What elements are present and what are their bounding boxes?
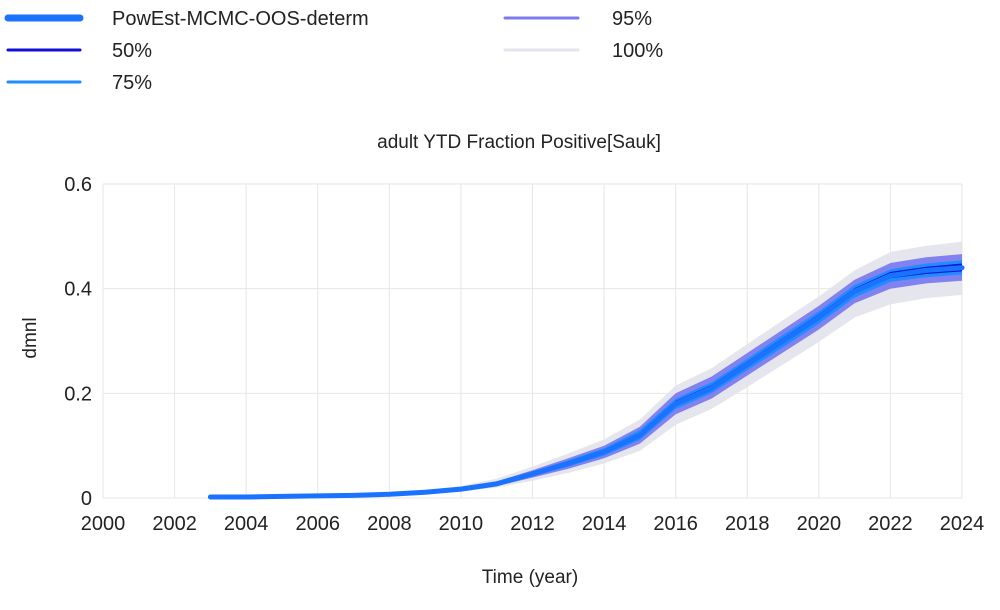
x-tick-label: 2006 bbox=[296, 513, 341, 535]
y-axis-label: dmnl bbox=[20, 317, 41, 358]
legend-label: 75% bbox=[112, 72, 152, 94]
x-tick-label: 2008 bbox=[367, 513, 412, 535]
legend-item: 100% bbox=[503, 40, 663, 62]
x-tick-label: 2022 bbox=[868, 513, 913, 535]
x-axis-label: Time (year) bbox=[482, 567, 578, 588]
legend-label: PowEst-MCMC-OOS-determ bbox=[112, 8, 369, 30]
chart-title: adult YTD Fraction Positive[Sauk] bbox=[377, 132, 661, 153]
y-tick-label: 0.6 bbox=[64, 174, 92, 196]
y-tick-label: 0.4 bbox=[64, 279, 92, 301]
axis-ticks: 2000 2002 2004 2006 2008 2010 2012 2014 2016 2018… bbox=[64, 174, 984, 535]
legend-item: 95% bbox=[503, 8, 652, 30]
legend: PowEst-MCMC-OOS-determ 50% 75% 95% 100% bbox=[4, 8, 663, 94]
x-tick-label: 2018 bbox=[725, 513, 770, 535]
x-tick-label: 2004 bbox=[224, 513, 269, 535]
grid bbox=[102, 183, 963, 499]
series-lines bbox=[207, 265, 965, 500]
x-tick-label: 2014 bbox=[582, 513, 627, 535]
x-tick-label: 2012 bbox=[510, 513, 555, 535]
x-tick-label: 2000 bbox=[81, 513, 126, 535]
x-tick-label: 2024 bbox=[940, 513, 985, 535]
legend-label: 50% bbox=[112, 40, 152, 62]
legend-item: 50% bbox=[6, 40, 152, 62]
legend-label: 100% bbox=[612, 40, 663, 62]
legend-item: PowEst-MCMC-OOS-determ bbox=[4, 8, 369, 30]
x-tick-label: 2020 bbox=[797, 513, 842, 535]
series-line-main bbox=[207, 265, 965, 500]
x-tick-label: 2010 bbox=[439, 513, 484, 535]
x-tick-label: 2002 bbox=[152, 513, 197, 535]
y-tick-label: 0 bbox=[81, 488, 92, 510]
y-tick-label: 0.2 bbox=[64, 383, 92, 405]
x-tick-label: 2016 bbox=[653, 513, 698, 535]
legend-label: 95% bbox=[612, 8, 652, 30]
legend-item: 75% bbox=[6, 72, 152, 94]
